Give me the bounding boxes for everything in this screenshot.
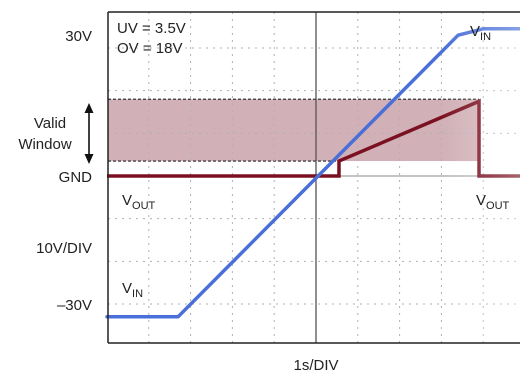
valid-window-band [108,99,480,162]
valid-window-arrow [84,103,94,164]
y-tick-label-gnd: GND [59,169,93,186]
x-unit-label: 1s/DIV [293,357,338,374]
vin-label-bottom: VIN [122,280,143,300]
vout-label-right: VOUT [476,192,510,212]
valid-window-label-line2: Window [18,136,72,153]
valid-window-label-line1: Valid [34,115,66,132]
y-tick-label-30: 30V [65,28,92,45]
ov-annotation: OV = 18V [117,40,182,57]
vout-label-left: VOUT [122,192,156,212]
uv-annotation: UV = 3.5V [117,20,186,37]
y-unit-label: 10V/DIV [36,240,92,257]
y-tick-label-neg30: –30V [57,297,92,314]
edge-fade-right [440,10,520,345]
vin-label-top: VIN [470,23,491,43]
